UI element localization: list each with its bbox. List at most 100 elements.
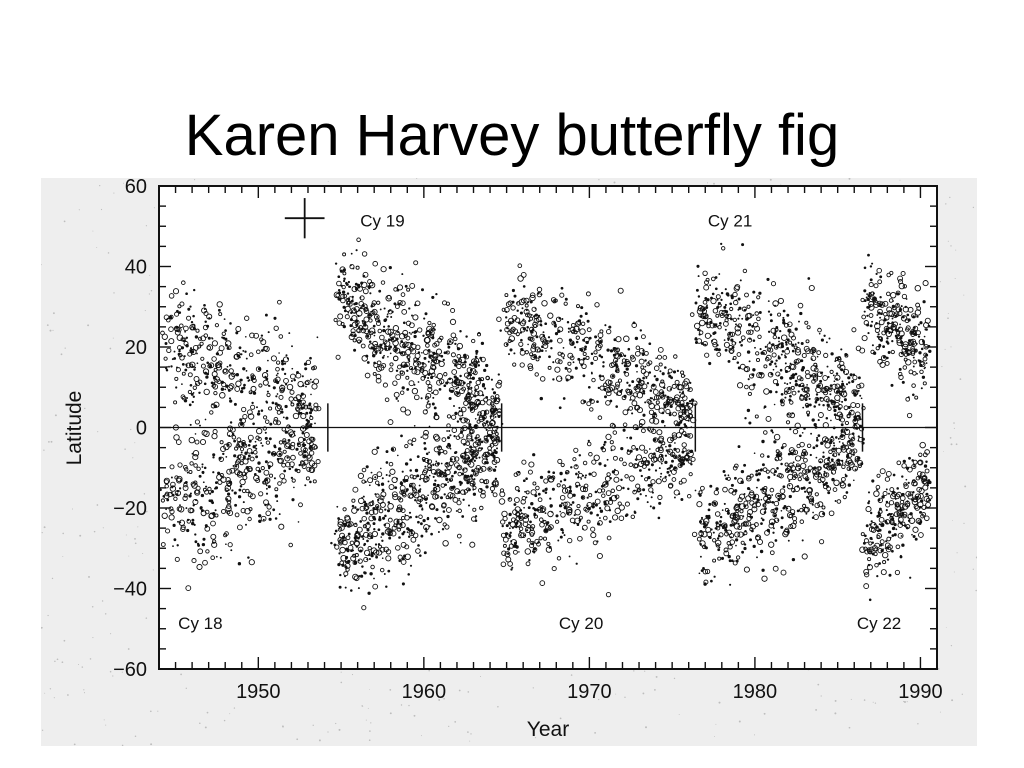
- point-cy-18: [183, 482, 186, 484]
- speckle: [77, 663, 80, 666]
- speckle: [71, 508, 74, 510]
- point-cy-18: [281, 367, 285, 371]
- point-cy-18: [207, 363, 213, 369]
- point-cy-18: [219, 392, 226, 399]
- point-cy-20: [599, 339, 603, 343]
- point-cy-21: [773, 403, 776, 406]
- point-cy-21: [774, 362, 777, 365]
- speckle: [438, 698, 441, 701]
- point-cy-18: [255, 366, 262, 372]
- point-cy-19: [427, 494, 429, 497]
- point-cy-21: [848, 467, 852, 471]
- point-cy-19: [444, 469, 447, 472]
- point-cy-18: [198, 336, 203, 341]
- point-cy-18: [311, 383, 318, 390]
- point-cy-19: [445, 301, 451, 306]
- point-cy-19: [457, 360, 462, 365]
- point-cy-20: [539, 475, 544, 480]
- figure-panel: 60 40 20 0 −20 −40 −60 1950 1960 1970 1980 1990 Cy…: [41, 178, 977, 746]
- point-cy-18: [214, 509, 217, 512]
- speckle: [955, 249, 957, 251]
- point-cy-19: [411, 443, 414, 447]
- point-cy-18: [233, 491, 237, 495]
- point-cy-19: [363, 316, 370, 323]
- point-cy-19: [422, 369, 429, 376]
- point-cy-19: [394, 304, 400, 310]
- point-cy-19: [469, 407, 474, 411]
- point-cy-21: [816, 436, 819, 439]
- point-cy-20: [667, 372, 670, 375]
- point-cy-21: [820, 441, 824, 445]
- point-cy-20: [519, 530, 521, 533]
- point-cy-21: [818, 332, 821, 335]
- point-cy-19: [415, 344, 421, 350]
- point-cy-18: [242, 413, 248, 420]
- point-cy-18: [169, 464, 175, 470]
- point-cy-19: [402, 321, 406, 325]
- point-cy-19: [387, 569, 391, 573]
- point-cy-19: [403, 554, 407, 558]
- point-cy-19: [416, 360, 422, 366]
- point-cy-20: [580, 306, 584, 310]
- point-cy-20: [533, 551, 536, 554]
- point-cy-18: [229, 421, 233, 424]
- point-cy-20: [573, 522, 576, 525]
- point-cy-21: [833, 444, 836, 447]
- data-points: [159, 237, 933, 611]
- point-cy-21: [837, 453, 841, 456]
- point-cy-21: [767, 310, 771, 313]
- point-cy-18: [185, 344, 189, 348]
- point-cy-20: [545, 350, 547, 352]
- point-cy-20: [608, 325, 612, 329]
- point-cy-21: [756, 556, 758, 559]
- point-cy-18: [312, 438, 315, 441]
- point-cy-20: [513, 352, 516, 355]
- speckle: [906, 701, 908, 703]
- point-cy-19: [485, 375, 490, 381]
- point-cy-19: [481, 383, 486, 387]
- point-cy-19: [476, 332, 482, 337]
- point-cy-21: [752, 290, 756, 294]
- point-cy-18: [265, 369, 269, 373]
- point-cy-18: [263, 345, 270, 352]
- point-cy-19: [426, 402, 429, 404]
- point-cy-18: [235, 380, 242, 387]
- point-cy-20: [639, 493, 642, 496]
- point-cy-19: [400, 483, 403, 486]
- point-cy-21: [838, 441, 841, 443]
- point-cy-18: [243, 383, 246, 387]
- point-cy-18: [170, 481, 176, 488]
- point-cy-21: [724, 303, 727, 307]
- point-cy-21: [848, 411, 852, 416]
- point-cy-21: [709, 284, 711, 287]
- point-cy-21: [761, 518, 765, 522]
- point-cy-18: [247, 409, 253, 416]
- point-cy-21: [775, 390, 778, 394]
- point-cy-19: [395, 397, 398, 400]
- point-cy-18: [194, 419, 200, 425]
- point-cy-19: [336, 505, 339, 508]
- point-cy-19: [387, 328, 394, 336]
- point-cy-19: [413, 260, 419, 266]
- point-cy-18: [262, 379, 269, 386]
- point-cy-21: [847, 483, 851, 487]
- point-cy-19: [394, 348, 398, 352]
- point-cy-20: [642, 413, 646, 417]
- point-cy-18: [215, 555, 218, 558]
- point-cy-19: [420, 534, 424, 538]
- point-cy-19: [469, 431, 472, 434]
- point-cy-19: [480, 341, 485, 346]
- point-cy-21: [782, 309, 786, 313]
- point-cy-21: [763, 407, 766, 409]
- point-cy-19: [337, 289, 341, 292]
- point-cy-18: [278, 440, 284, 445]
- point-cy-21: [776, 474, 779, 477]
- point-cy-18: [260, 442, 263, 445]
- point-cy-19: [491, 410, 495, 414]
- point-cy-18: [292, 412, 300, 420]
- point-cy-20: [668, 444, 672, 448]
- point-cy-20: [565, 471, 568, 475]
- point-cy-20: [507, 547, 511, 551]
- point-cy-21: [726, 511, 730, 515]
- point-cy-21: [790, 453, 792, 456]
